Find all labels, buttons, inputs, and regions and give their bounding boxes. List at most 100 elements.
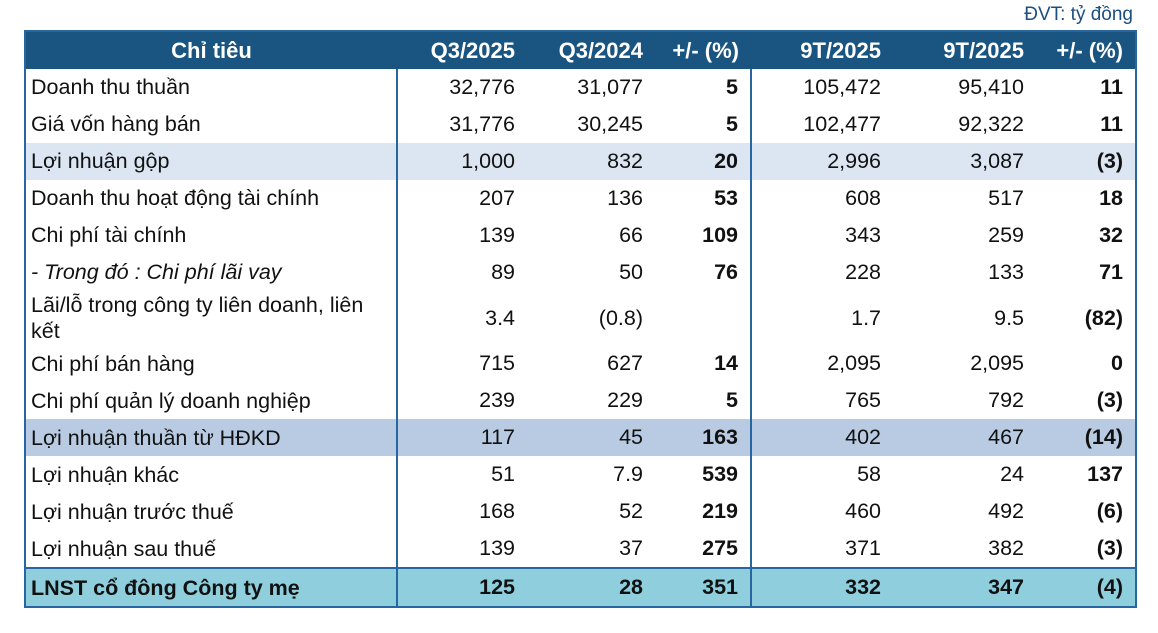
cell-value: 18 — [1099, 186, 1123, 210]
cell-value: (4) — [1036, 567, 1136, 608]
column-header: 9T/2025 — [751, 31, 893, 69]
cell-value: 9.5 — [994, 305, 1024, 330]
cell-value: 137 — [1087, 462, 1123, 487]
table-row: Giá vốn hàng bán 31,776 30,245 5 102,477 92,3… — [25, 106, 1136, 143]
row-label: Doanh thu thuần — [25, 69, 398, 106]
cell-value: 275 — [655, 530, 752, 569]
row-label: Giá vốn hàng bán — [25, 106, 398, 143]
cell-value: 1,000 — [397, 143, 527, 180]
cell-value: 102,477 — [803, 112, 881, 136]
cell-value: 627 — [607, 351, 643, 376]
cell-value: 71 — [1099, 260, 1123, 284]
row-label: Lợi nhuận gộp — [25, 143, 398, 180]
header-row: Chỉ tiêu Q3/2025 Q3/2024 +/- (%) 9T/2025 9T/2… — [25, 31, 1136, 69]
cell-value: (6) — [1096, 499, 1123, 524]
table-row: Doanh thu hoạt động tài chính 207 136 53 608… — [25, 180, 1136, 217]
cell-value: 136 — [607, 186, 643, 210]
cell-value: (0.8) — [598, 305, 643, 330]
cell-value: 259 — [988, 223, 1024, 247]
row-label: Doanh thu hoạt động tài chính — [25, 180, 398, 217]
column-header: +/- (%) — [655, 31, 751, 69]
cell-value: 51 — [491, 462, 515, 487]
column-header: Q3/2025 — [397, 31, 527, 69]
unit-label: ĐVT: tỷ đồng — [1024, 4, 1133, 25]
cell-value: 30,245 — [577, 112, 643, 136]
table-row: Lãi/lỗ trong công ty liên doanh, liên kế… — [25, 291, 1136, 346]
cell-value: 228 — [845, 260, 881, 284]
cell-value: 2,095 — [970, 351, 1024, 376]
cell-value: 332 — [751, 567, 893, 608]
cell-value: 2,095 — [827, 351, 881, 376]
row-label: Lợi nhuận trước thuế — [25, 493, 398, 531]
cell-value: 460 — [845, 499, 881, 524]
cell-value: 5 — [655, 382, 752, 420]
cell-value: 402 — [751, 419, 893, 457]
table-row: Lợi nhuận thuần từ HĐKD 117 45 163 402 467 (14… — [25, 419, 1136, 457]
cell-value: 37 — [619, 536, 643, 561]
cell-value: 7.9 — [613, 462, 643, 487]
cell-value: 32 — [1099, 223, 1123, 247]
cell-value — [655, 291, 752, 346]
cell-value: 5 — [655, 69, 752, 106]
table-body: Doanh thu thuần 32,776 31,077 5 105,472 95,41… — [25, 69, 1136, 608]
table-row: - Trong đó : Chi phí lãi vay 89 50 76 228 133… — [25, 254, 1136, 291]
cell-value: (3) — [1096, 536, 1123, 561]
column-header: 9T/2025 — [893, 31, 1036, 69]
cell-value: 219 — [655, 493, 752, 531]
cell-value: 163 — [655, 419, 752, 457]
cell-value: 53 — [655, 180, 752, 217]
cell-value: 125 — [397, 567, 527, 608]
cell-value: 765 — [845, 388, 881, 413]
report-container: ĐVT: tỷ đồng Chỉ tiêu Q3/2025 Q3/2024 +/- (… — [24, 4, 1137, 609]
financial-table: Chỉ tiêu Q3/2025 Q3/2024 +/- (%) 9T/2025 9T/2… — [24, 30, 1137, 609]
cell-value: 467 — [893, 419, 1036, 457]
table-row: Lợi nhuận gộp 1,000 832 20 2,996 3,087 (3) — [25, 143, 1136, 180]
row-label: Chi phí tài chính — [25, 217, 398, 254]
table-row: LNST cổ đông Công ty mẹ 125 28 351 332 347 (4) — [25, 567, 1136, 608]
cell-value: 58 — [857, 462, 881, 487]
row-label: Lợi nhuận khác — [25, 456, 398, 494]
cell-value: 32,776 — [449, 75, 515, 99]
table-row: Doanh thu thuần 32,776 31,077 5 105,472 95,41… — [25, 69, 1136, 106]
cell-value: 28 — [527, 567, 655, 608]
cell-value: 229 — [607, 388, 643, 413]
cell-value: 2,996 — [751, 143, 893, 180]
cell-value: 608 — [845, 186, 881, 210]
cell-value: 343 — [845, 223, 881, 247]
cell-value: 11 — [1100, 112, 1123, 136]
cell-value: 3,087 — [893, 143, 1036, 180]
row-label: Chi phí bán hàng — [25, 345, 398, 383]
cell-value: 239 — [479, 388, 515, 413]
row-label: Lãi/lỗ trong công ty liên doanh, liên kế… — [25, 291, 398, 346]
cell-value: 133 — [988, 260, 1024, 284]
row-label: Chi phí quản lý doanh nghiệp — [25, 382, 398, 420]
cell-value: 351 — [655, 567, 752, 608]
column-header: Q3/2024 — [527, 31, 655, 69]
cell-value: 539 — [655, 456, 752, 494]
row-label: LNST cổ đông Công ty mẹ — [25, 567, 398, 608]
cell-value: 31,776 — [449, 112, 515, 136]
cell-value: 66 — [619, 223, 643, 247]
table-header: Chỉ tiêu Q3/2025 Q3/2024 +/- (%) 9T/2025 9T/2… — [25, 31, 1136, 69]
cell-value: 45 — [527, 419, 655, 457]
cell-value: 31,077 — [577, 75, 643, 99]
cell-value: 14 — [655, 345, 752, 383]
cell-value: 139 — [479, 223, 515, 247]
cell-value: 792 — [988, 388, 1024, 413]
table-row: Lợi nhuận sau thuế 139 37 275 371 382 (3) — [25, 530, 1136, 569]
row-label: Lợi nhuận thuần từ HĐKD — [25, 419, 398, 457]
cell-value: 207 — [479, 186, 515, 210]
cell-value: 11 — [1100, 75, 1123, 99]
cell-value: (3) — [1036, 143, 1136, 180]
table-row: Chi phí tài chính 139 66 109 343 259 32 — [25, 217, 1136, 254]
cell-value: 89 — [491, 260, 515, 284]
cell-value: 76 — [655, 254, 752, 291]
cell-value: 0 — [1111, 351, 1123, 376]
row-label: - Trong đó : Chi phí lãi vay — [25, 254, 398, 291]
cell-value: 5 — [655, 106, 752, 143]
table-row: Lợi nhuận trước thuế 168 52 219 460 492 (6) — [25, 493, 1136, 531]
cell-value: (14) — [1036, 419, 1136, 457]
cell-value: 1.7 — [851, 305, 881, 330]
cell-value: 52 — [619, 499, 643, 524]
cell-value: 92,322 — [958, 112, 1024, 136]
